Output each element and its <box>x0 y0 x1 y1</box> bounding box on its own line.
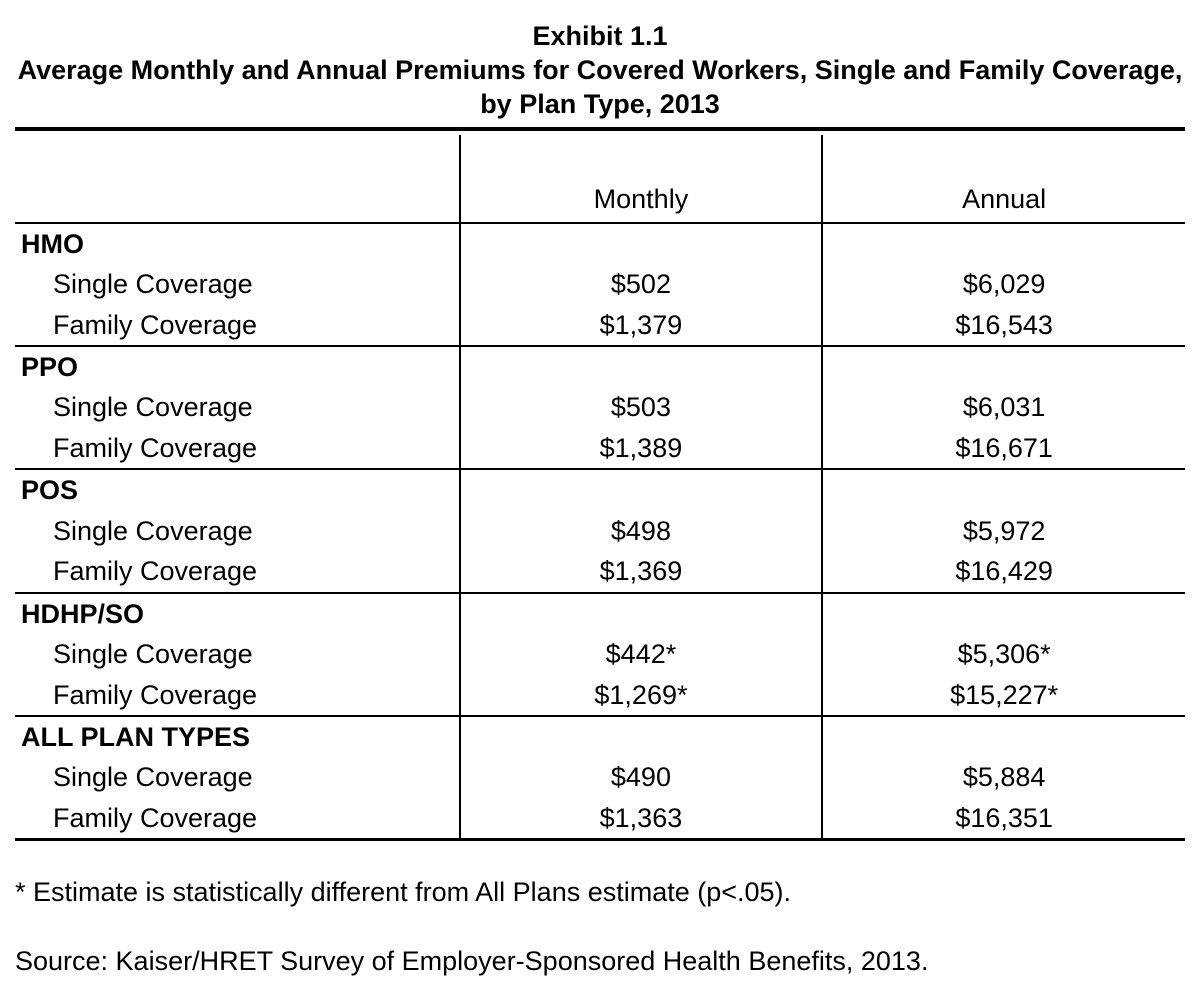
annual-value: $5,306* <box>822 634 1185 674</box>
annual-value: $6,029 <box>822 264 1185 304</box>
col-header-annual: Annual <box>822 135 1185 222</box>
coverage-row-label: Family Coverage <box>15 798 460 840</box>
plan-group-header: POS <box>15 469 460 510</box>
annual-value: $5,884 <box>822 757 1185 797</box>
plan-group-header: PPO <box>15 346 460 387</box>
plan-group-empty-cell <box>460 593 823 634</box>
plan-group-empty-cell <box>460 716 823 757</box>
monthly-value: $1,369 <box>460 551 823 592</box>
coverage-row-label: Single Coverage <box>15 511 460 551</box>
monthly-value: $490 <box>460 757 823 797</box>
exhibit-title: Exhibit 1.1 Average Monthly and Annual P… <box>15 20 1185 121</box>
coverage-row-label: Family Coverage <box>15 675 460 716</box>
footnote: * Estimate is statistically different fr… <box>15 875 1185 910</box>
coverage-row-label: Single Coverage <box>15 387 460 427</box>
monthly-value: $1,389 <box>460 428 823 469</box>
plan-group-header: ALL PLAN TYPES <box>15 716 460 757</box>
source-line: Source: Kaiser/HRET Survey of Employer-S… <box>15 944 1185 979</box>
monthly-value: $502 <box>460 264 823 304</box>
coverage-row-label: Family Coverage <box>15 428 460 469</box>
coverage-row-label: Single Coverage <box>15 757 460 797</box>
annual-value: $16,543 <box>822 305 1185 346</box>
plan-group-empty-cell <box>822 716 1185 757</box>
monthly-value: $498 <box>460 511 823 551</box>
coverage-row-label: Single Coverage <box>15 634 460 674</box>
coverage-row-label: Single Coverage <box>15 264 460 304</box>
plan-group-empty-cell <box>460 346 823 387</box>
annual-value: $16,671 <box>822 428 1185 469</box>
exhibit-number: Exhibit 1.1 <box>15 20 1185 54</box>
annual-value: $6,031 <box>822 387 1185 427</box>
plan-group-header: HDHP/SO <box>15 593 460 634</box>
col-header-blank <box>15 135 460 222</box>
premiums-table: Monthly Annual HMOSingle Coverage$502$6,… <box>15 127 1185 841</box>
coverage-row-label: Family Coverage <box>15 305 460 346</box>
plan-group-empty-cell <box>822 593 1185 634</box>
annual-value: $5,972 <box>822 511 1185 551</box>
monthly-value: $1,363 <box>460 798 823 840</box>
exhibit-main-title: Average Monthly and Annual Premiums for … <box>15 54 1185 122</box>
monthly-value: $1,269* <box>460 675 823 716</box>
plan-group-empty-cell <box>460 223 823 264</box>
plan-group-empty-cell <box>822 469 1185 510</box>
plan-group-header: HMO <box>15 223 460 264</box>
annual-value: $16,429 <box>822 551 1185 592</box>
plan-group-empty-cell <box>460 469 823 510</box>
monthly-value: $442* <box>460 634 823 674</box>
plan-group-empty-cell <box>822 223 1185 264</box>
col-header-monthly: Monthly <box>460 135 823 222</box>
monthly-value: $503 <box>460 387 823 427</box>
annual-value: $16,351 <box>822 798 1185 840</box>
annual-value: $15,227* <box>822 675 1185 716</box>
monthly-value: $1,379 <box>460 305 823 346</box>
coverage-row-label: Family Coverage <box>15 551 460 592</box>
plan-group-empty-cell <box>822 346 1185 387</box>
